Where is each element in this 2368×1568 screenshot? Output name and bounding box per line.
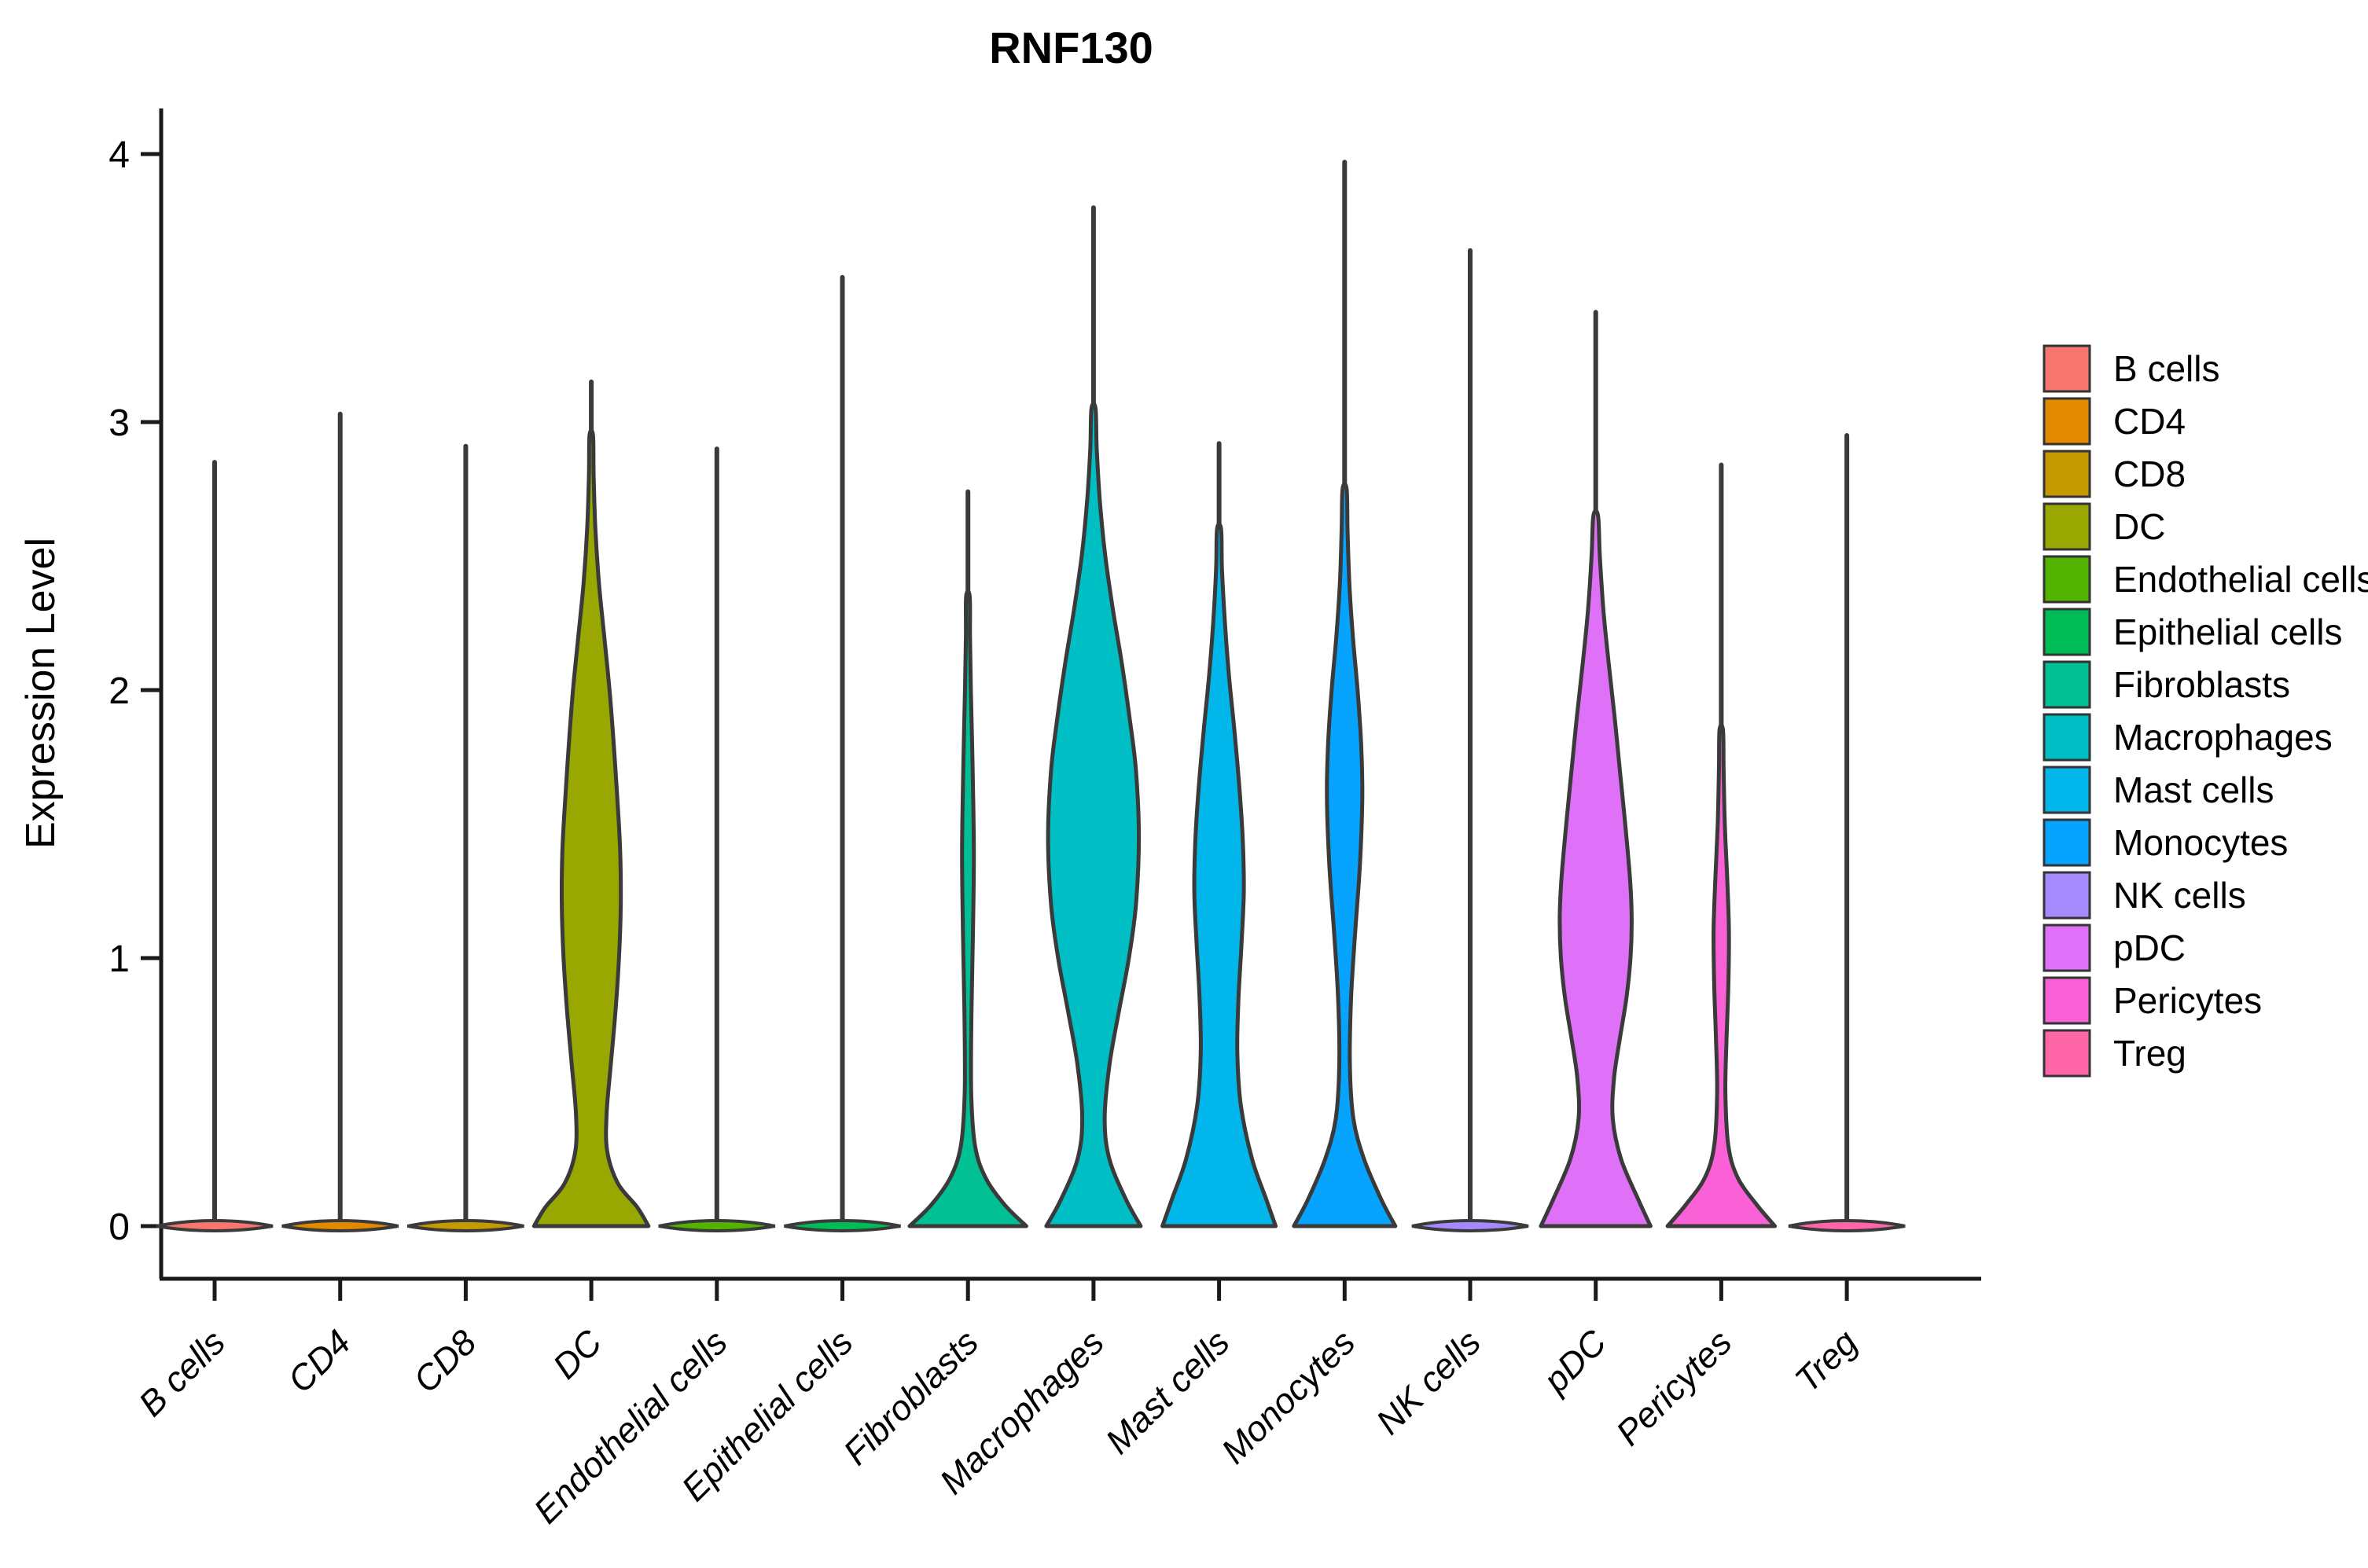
y-tick-label-3: 3 [108,402,130,444]
legend-label-macrophages: Macrophages [2113,717,2333,758]
legend-swatch-endothelial-cells [2043,555,2091,604]
x-tick-label-dc: DC [545,1322,609,1386]
violin-base-epithelial-cells [784,1218,901,1233]
legend-label-cd8: CD8 [2113,454,2186,494]
violin-base-b-cells [156,1218,274,1233]
legend-swatch-monocytes [2043,818,2091,867]
legend-label-dc: DC [2113,506,2165,547]
x-tick-label-cd4: CD4 [280,1322,359,1401]
legend-swatch-macrophages [2043,713,2091,762]
legend-swatch-fibroblasts [2043,660,2091,709]
chart-title: RNF130 [989,23,1153,72]
legend-swatch-epithelial-cells [2043,608,2091,656]
y-tick-label-0: 0 [108,1206,130,1248]
violin-base-endothelial-cells [658,1218,776,1233]
y-tick-label-2: 2 [108,670,130,712]
x-tick-label-nk-cells: NK cells [1368,1322,1488,1442]
legend-swatch-cd8 [2043,450,2091,498]
legend-swatch-b-cells [2043,344,2091,393]
legend-label-pdc: pDC [2113,927,2186,968]
violin-body-macrophages [1044,402,1143,1228]
legend-label-fibroblasts: Fibroblasts [2113,664,2290,705]
legend-swatch-pdc [2043,924,2091,972]
violin-base-cd4 [281,1218,399,1233]
legend-label-nk-cells: NK cells [2113,875,2246,916]
x-tick-label-pericytes: Pericytes [1609,1322,1740,1453]
legend-swatch-nk-cells [2043,871,2091,920]
legend-label-b-cells: B cells [2113,348,2219,389]
legend-swatch-mast-cells [2043,766,2091,814]
x-tick-label-treg: Treg [1787,1322,1865,1400]
legend-swatch-treg [2043,1029,2091,1078]
violin-body-dc [531,428,651,1228]
x-tick-label-pdc: pDC [1535,1322,1614,1401]
legend-swatch-pericytes [2043,976,2091,1025]
violin-base-cd8 [406,1218,524,1233]
violin-body-monocytes [1292,482,1398,1228]
legend-label-endothelial-cells: Endothelial cells [2113,559,2368,600]
violin-base-nk-cells [1411,1218,1529,1233]
legend-label-mast-cells: Mast cells [2113,769,2274,810]
legend-label-epithelial-cells: Epithelial cells [2113,611,2342,652]
violin-body-pdc [1539,509,1653,1228]
x-tick-label-b-cells: B cells [131,1322,233,1424]
violin-base-treg [1788,1218,1906,1233]
legend-label-monocytes: Monocytes [2113,822,2288,863]
violin-body-mast-cells [1160,522,1278,1228]
violin-body-pericytes [1665,723,1778,1228]
legend-label-pericytes: Pericytes [2113,980,2262,1021]
legend-swatch-dc [2043,502,2091,551]
x-tick-label-monocytes: Monocytes [1213,1322,1362,1471]
legend-label-treg: Treg [2113,1033,2186,1074]
legend-label-cd4: CD4 [2113,401,2186,442]
violin-body-fibroblasts [907,589,1028,1228]
legend-swatch-cd4 [2043,397,2091,446]
x-tick-label-cd8: CD8 [406,1322,484,1401]
y-tick-label-1: 1 [108,938,130,980]
y-tick-label-4: 4 [108,134,130,176]
